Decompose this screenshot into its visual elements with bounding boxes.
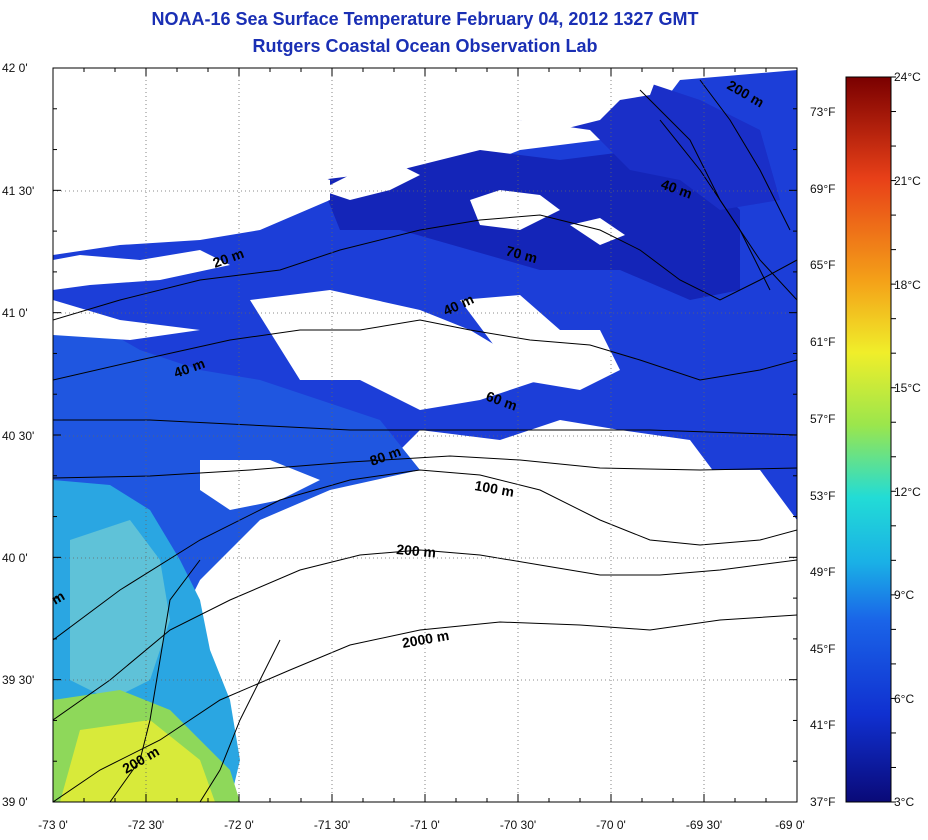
colorbar — [845, 76, 892, 803]
celsius-label: 12°C — [894, 485, 921, 499]
fahrenheit-label: 37°F — [810, 795, 836, 809]
lon-label: -69 0' — [775, 818, 805, 832]
celsius-label: 18°C — [894, 278, 921, 292]
lon-label: -73 0' — [38, 818, 68, 832]
fahrenheit-label: 65°F — [810, 258, 836, 272]
graticule — [53, 68, 797, 802]
bathymetry-contours — [53, 79, 797, 802]
fahrenheit-label: 45°F — [810, 642, 836, 656]
fahrenheit-label: 49°F — [810, 565, 836, 579]
lat-label: 39 30' — [2, 673, 35, 687]
map-subtitle: Rutgers Coastal Ocean Observation Lab — [252, 36, 598, 56]
cloud-cover — [250, 290, 540, 410]
fahrenheit-label: 73°F — [810, 105, 836, 119]
fahrenheit-label: 41°F — [810, 718, 836, 732]
sst-field — [53, 68, 797, 802]
lon-label: -69 30' — [685, 818, 723, 832]
contour-label: 100 m — [473, 477, 515, 500]
lon-label: -72 30' — [127, 818, 165, 832]
celsius-label: 9°C — [894, 588, 915, 602]
fahrenheit-label: 61°F — [810, 335, 836, 349]
map-title: NOAA-16 Sea Surface Temperature February… — [151, 9, 699, 29]
fahrenheit-label: 53°F — [810, 489, 836, 503]
lon-label: -70 0' — [596, 818, 626, 832]
lon-label: -70 30' — [499, 818, 537, 832]
lat-label: 39 0' — [2, 795, 28, 809]
celsius-label: 3°C — [894, 795, 915, 809]
fahrenheit-label: 69°F — [810, 182, 836, 196]
lat-label: 42 0' — [2, 61, 28, 75]
axis-ticks — [52, 67, 896, 803]
lon-label: -71 0' — [410, 818, 440, 832]
contour-label: 200 m — [396, 541, 437, 560]
lon-label: -72 0' — [224, 818, 254, 832]
land-new-england — [330, 68, 660, 130]
lat-label: 40 30' — [2, 429, 35, 443]
lat-label: 40 0' — [2, 551, 28, 565]
celsius-label: 24°C — [894, 70, 921, 84]
land-long-island — [53, 118, 330, 255]
celsius-label: 15°C — [894, 381, 921, 395]
lat-label: 41 30' — [2, 184, 35, 198]
lon-label: -71 30' — [313, 818, 351, 832]
fahrenheit-label: 57°F — [810, 412, 836, 426]
celsius-label: 6°C — [894, 692, 915, 706]
contour-label: 70 m — [504, 242, 539, 266]
lat-label: 41 0' — [2, 306, 28, 320]
celsius-label: 21°C — [894, 174, 921, 188]
